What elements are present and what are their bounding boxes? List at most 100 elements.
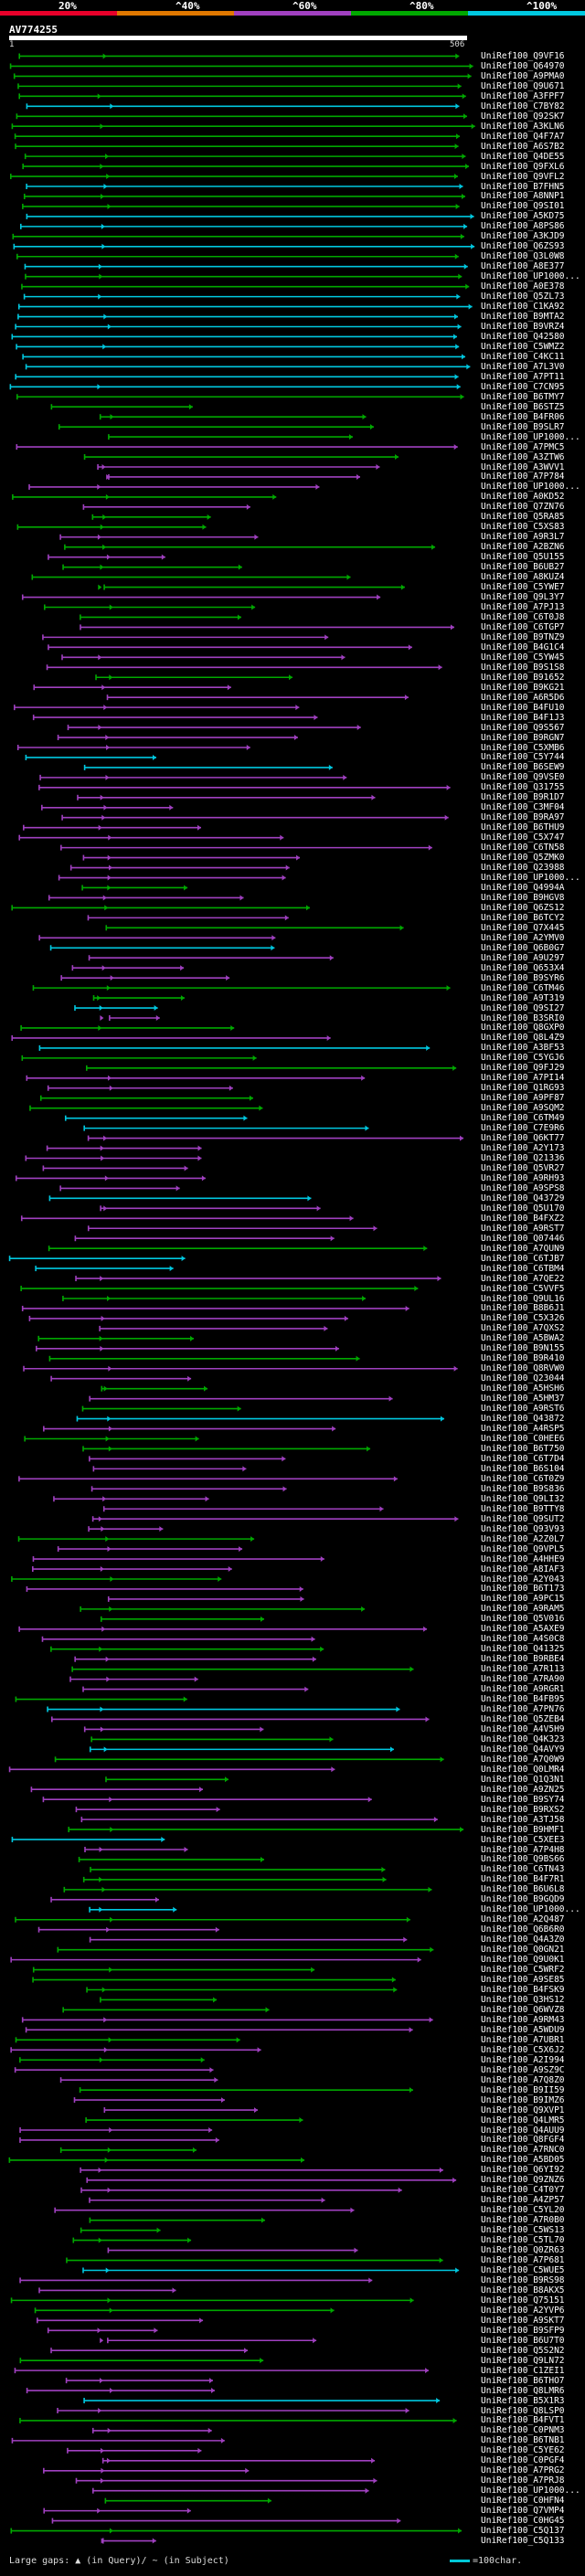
hit-label[interactable]: UniRef100_B6TMY7 — [481, 391, 565, 402]
hit-label[interactable]: UniRef100_B9SY74 — [481, 1794, 565, 1805]
hit-label[interactable]: UniRef100_A2I994 — [481, 2054, 565, 2065]
hit-label[interactable]: UniRef100_A9PMA0 — [481, 70, 565, 81]
hit-label[interactable]: UniRef100_Q7VMP4 — [481, 2506, 565, 2517]
hit-label[interactable]: UniRef100_B9KG21 — [481, 682, 565, 693]
hit-label[interactable]: UniRef100_B9R410 — [481, 1353, 565, 1364]
hit-label[interactable]: UniRef100_B4FSK9 — [481, 1985, 565, 1996]
hit-label[interactable]: UniRef100_A7PT11 — [481, 371, 565, 382]
hit-label[interactable]: UniRef100_A9SE85 — [481, 1975, 565, 1986]
hit-label[interactable]: UniRef100_Q5S2N2 — [481, 2345, 565, 2356]
hit-label[interactable]: UniRef100_Q5U170 — [481, 1203, 565, 1214]
hit-label[interactable]: UniRef100_A9U297 — [481, 952, 565, 963]
hit-label[interactable]: UniRef100_Q43872 — [481, 1414, 565, 1425]
hit-label[interactable]: UniRef100_B9SFP9 — [481, 2325, 565, 2336]
hit-label[interactable]: UniRef100_Q6WVZ8 — [481, 2004, 565, 2015]
hit-label[interactable]: UniRef100_C0PNM3 — [481, 2425, 565, 2436]
hit-label[interactable]: UniRef100_B6T173 — [481, 1584, 565, 1595]
hit-label[interactable]: UniRef100_C5YE62 — [481, 2445, 565, 2456]
hit-label[interactable]: UniRef100_A5BD05 — [481, 2155, 565, 2166]
hit-label[interactable]: UniRef100_A9PC15 — [481, 1594, 565, 1605]
hit-label[interactable]: UniRef100_C5YW45 — [481, 652, 565, 663]
hit-label[interactable]: UniRef100_A9SKT7 — [481, 2315, 565, 2326]
hit-label[interactable]: UniRef100_A4ZP57 — [481, 2195, 565, 2206]
hit-label[interactable]: UniRef100_B9RGN7 — [481, 732, 565, 743]
hit-label[interactable]: UniRef100_A2Q487 — [481, 1914, 565, 1925]
hit-label[interactable]: UniRef100_B9RS98 — [481, 2274, 565, 2285]
hit-label[interactable]: UniRef100_B9IMZ6 — [481, 2094, 565, 2105]
hit-label[interactable]: UniRef100_B6STZ5 — [481, 401, 565, 412]
hit-label[interactable]: UniRef100_B9S1S8 — [481, 662, 565, 673]
hit-label[interactable]: UniRef100_A7P784 — [481, 472, 565, 482]
hit-label[interactable]: UniRef100_B9TTY8 — [481, 1503, 565, 1514]
hit-label[interactable]: UniRef100_B5X1R3 — [481, 2395, 565, 2406]
hit-label[interactable]: UniRef100_A9T319 — [481, 992, 565, 1003]
hit-label[interactable]: UniRef100_Q5VR27 — [481, 1162, 565, 1173]
hit-label[interactable]: UniRef100_A5WDU9 — [481, 2024, 565, 2035]
hit-label[interactable]: UniRef100_Q9BS66 — [481, 1854, 565, 1865]
hit-label[interactable]: UniRef100_B6UB27 — [481, 562, 565, 573]
hit-label[interactable]: UniRef100_Q6B0G7 — [481, 942, 565, 953]
hit-label[interactable]: UniRef100_A2YVP6 — [481, 2305, 565, 2316]
hit-label[interactable]: UniRef100_A5HSH6 — [481, 1383, 565, 1394]
hit-label[interactable]: UniRef100_Q4AVY9 — [481, 1744, 565, 1754]
hit-label[interactable]: UniRef100_B6SEW9 — [481, 762, 565, 773]
hit-label[interactable]: UniRef100_Q5RA85 — [481, 512, 565, 523]
hit-label[interactable]: UniRef100_A8KUZ4 — [481, 572, 565, 583]
hit-label[interactable]: UniRef100_A7L3V0 — [481, 361, 565, 372]
hit-label[interactable]: UniRef100_Q8GXP0 — [481, 1023, 565, 1034]
hit-label[interactable]: UniRef100_A9RAM5 — [481, 1604, 565, 1615]
hit-label[interactable]: UniRef100_A7R0B0 — [481, 2215, 565, 2226]
hit-label[interactable]: UniRef100_B9VRZ4 — [481, 322, 565, 333]
hit-label[interactable]: UniRef100_Q5V016 — [481, 1614, 565, 1625]
hit-label[interactable]: UniRef100_C5XS83 — [481, 522, 565, 533]
hit-label[interactable]: UniRef100_B4FVT1 — [481, 2415, 565, 2426]
hit-label[interactable]: UniRef100_Q4F7A7 — [481, 131, 565, 142]
hit-label[interactable]: UniRef100_C0HG45 — [481, 2516, 565, 2527]
hit-label[interactable]: UniRef100_C6TGP7 — [481, 621, 565, 632]
hit-label[interactable]: UniRef100_B6U7T0 — [481, 2335, 565, 2346]
hit-label[interactable]: UniRef100_B9GQD9 — [481, 1894, 565, 1905]
hit-label[interactable]: UniRef100_Q9UL16 — [481, 1293, 565, 1304]
hit-label[interactable]: UniRef100_A5KD75 — [481, 211, 565, 222]
hit-label[interactable]: UniRef100_Q9LI32 — [481, 1493, 565, 1504]
hit-label[interactable]: UniRef100_A4RSP5 — [481, 1424, 565, 1435]
hit-label[interactable]: UniRef100_UP1000... — [481, 1904, 580, 1915]
hit-label[interactable]: UniRef100_B9S836 — [481, 1483, 565, 1494]
hit-label[interactable]: UniRef100_B9SLR7 — [481, 421, 565, 432]
hit-label[interactable]: UniRef100_C5Q133 — [481, 2536, 565, 2547]
hit-label[interactable]: UniRef100_Q23044 — [481, 1373, 565, 1384]
hit-label[interactable]: UniRef100_A8E377 — [481, 261, 565, 272]
hit-label[interactable]: UniRef100_A7Q0W9 — [481, 1754, 565, 1765]
hit-label[interactable]: UniRef100_Q9S567 — [481, 722, 565, 733]
hit-label[interactable]: UniRef100_A7R113 — [481, 1664, 565, 1675]
hit-label[interactable]: UniRef100_B8AKX5 — [481, 2284, 565, 2295]
hit-label[interactable]: UniRef100_B6S104 — [481, 1463, 565, 1474]
hit-label[interactable]: UniRef100_A6R5D6 — [481, 692, 565, 703]
hit-label[interactable]: UniRef100_B6THU9 — [481, 822, 565, 833]
hit-label[interactable]: UniRef100_Q7ZN76 — [481, 502, 565, 513]
hit-label[interactable]: UniRef100_A9RM43 — [481, 2014, 565, 2025]
hit-label[interactable]: UniRef100_B4G1C4 — [481, 641, 565, 652]
hit-label[interactable]: UniRef100_A9RST6 — [481, 1404, 565, 1415]
hit-label[interactable]: UniRef100_A4HHE9 — [481, 1553, 565, 1564]
hit-label[interactable]: UniRef100_A2YMV0 — [481, 932, 565, 943]
hit-label[interactable]: UniRef100_B7FHN5 — [481, 181, 565, 192]
hit-label[interactable]: UniRef100_Q6B6R0 — [481, 1924, 565, 1935]
hit-label[interactable]: UniRef100_A9RGR1 — [481, 1684, 565, 1695]
hit-label[interactable]: UniRef100_Q21336 — [481, 1153, 565, 1164]
hit-label[interactable]: UniRef100_A9RST7 — [481, 1223, 565, 1234]
hit-label[interactable]: UniRef100_A6S7B2 — [481, 141, 565, 152]
hit-label[interactable]: UniRef100_A8PS86 — [481, 221, 565, 232]
hit-label[interactable]: UniRef100_C5TL70 — [481, 2235, 565, 2246]
hit-label[interactable]: UniRef100_C5XEE3 — [481, 1834, 565, 1845]
hit-label[interactable]: UniRef100_A9ZN25 — [481, 1784, 565, 1795]
hit-label[interactable]: UniRef100_B9R1D7 — [481, 792, 565, 803]
hit-label[interactable]: UniRef100_Q9U0K1 — [481, 1955, 565, 1966]
hit-label[interactable]: UniRef100_C6TBM4 — [481, 1263, 565, 1274]
hit-label[interactable]: UniRef100_Q0LMR4 — [481, 1764, 565, 1775]
hit-label[interactable]: UniRef100_Q92SK7 — [481, 111, 565, 122]
hit-label[interactable]: UniRef100_A7RA90 — [481, 1674, 565, 1685]
hit-label[interactable]: UniRef100_C4KC11 — [481, 351, 565, 362]
hit-label[interactable]: UniRef100_A3KLN6 — [481, 121, 565, 132]
hit-label[interactable]: UniRef100_Q31755 — [481, 782, 565, 793]
